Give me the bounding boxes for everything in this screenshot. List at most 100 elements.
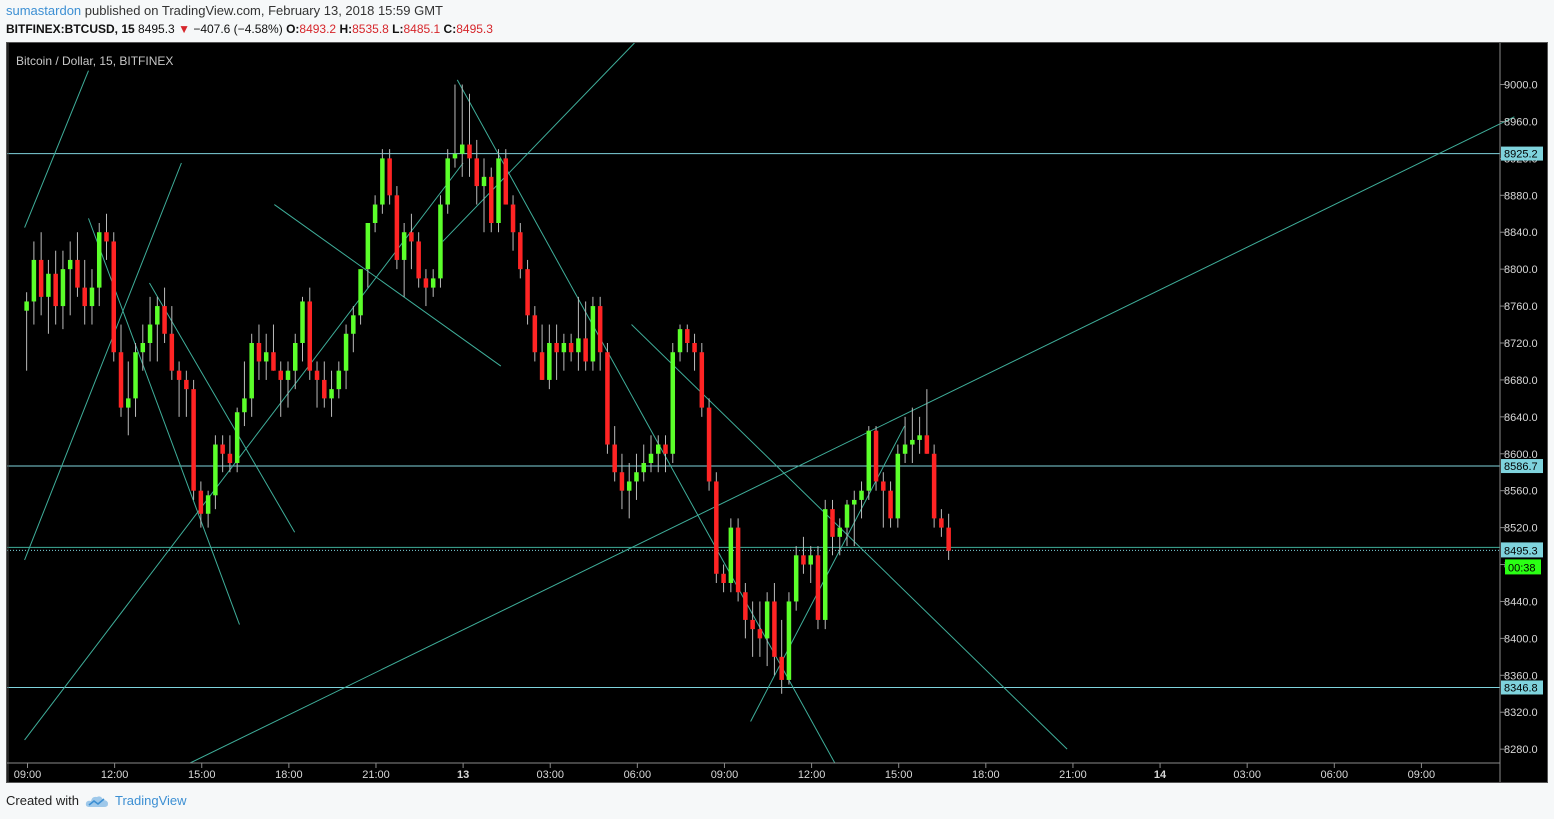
trendline-6[interactable] bbox=[456, 79, 836, 764]
candle[interactable] bbox=[873, 426, 879, 491]
candle[interactable] bbox=[38, 232, 44, 316]
candle[interactable] bbox=[881, 472, 886, 528]
candle[interactable] bbox=[329, 370, 334, 417]
candle[interactable] bbox=[314, 361, 320, 408]
candle[interactable] bbox=[169, 306, 175, 380]
candle[interactable] bbox=[779, 619, 784, 694]
candle[interactable] bbox=[184, 370, 189, 417]
candle[interactable] bbox=[859, 481, 864, 519]
candle[interactable] bbox=[126, 361, 131, 436]
candle[interactable] bbox=[808, 546, 813, 583]
candle[interactable] bbox=[416, 232, 421, 288]
candle[interactable] bbox=[518, 223, 523, 279]
candle[interactable] bbox=[67, 241, 73, 316]
candle[interactable] bbox=[140, 324, 146, 371]
candle[interactable] bbox=[481, 158, 487, 233]
candle[interactable] bbox=[292, 333, 298, 390]
candle[interactable] bbox=[409, 213, 414, 270]
tradingview-link[interactable]: TradingView bbox=[114, 793, 187, 808]
price-chart[interactable]: 9000.08960.08920.08880.08840.08800.08760… bbox=[7, 42, 1547, 782]
candle[interactable] bbox=[735, 518, 741, 602]
candle[interactable] bbox=[910, 407, 915, 463]
candle[interactable] bbox=[227, 435, 233, 473]
candle[interactable] bbox=[343, 324, 349, 390]
candle[interactable] bbox=[372, 195, 378, 233]
candle[interactable] bbox=[263, 333, 269, 380]
candle[interactable] bbox=[510, 195, 516, 251]
candle[interactable] bbox=[380, 149, 385, 214]
trendline-0[interactable] bbox=[24, 70, 89, 228]
trendline-8[interactable] bbox=[631, 324, 1068, 750]
candle[interactable] bbox=[300, 296, 305, 362]
candle[interactable] bbox=[307, 287, 313, 380]
candle[interactable] bbox=[162, 287, 167, 343]
candle[interactable] bbox=[96, 223, 102, 307]
candle[interactable] bbox=[830, 499, 835, 556]
candle[interactable] bbox=[786, 592, 792, 685]
candle[interactable] bbox=[772, 583, 777, 676]
candle[interactable] bbox=[358, 269, 363, 325]
candle[interactable] bbox=[663, 435, 668, 473]
candle[interactable] bbox=[474, 139, 479, 205]
candle[interactable] bbox=[89, 269, 95, 325]
candle[interactable] bbox=[118, 324, 124, 417]
candle[interactable] bbox=[576, 296, 581, 371]
candle[interactable] bbox=[605, 343, 610, 454]
candle[interactable] bbox=[844, 499, 850, 547]
candle[interactable] bbox=[554, 324, 559, 380]
candle[interactable] bbox=[459, 84, 465, 177]
candle[interactable] bbox=[946, 513, 951, 560]
candle[interactable] bbox=[714, 472, 719, 583]
candle[interactable] bbox=[198, 481, 204, 528]
candle[interactable] bbox=[147, 296, 153, 362]
candle[interactable] bbox=[489, 167, 494, 233]
candle[interactable] bbox=[568, 333, 574, 362]
candle[interactable] bbox=[532, 306, 538, 362]
trendline-7[interactable] bbox=[189, 116, 1515, 764]
candle[interactable] bbox=[561, 333, 567, 371]
candle[interactable] bbox=[590, 296, 596, 371]
candle[interactable] bbox=[176, 361, 182, 417]
candle[interactable] bbox=[213, 435, 218, 510]
candle[interactable] bbox=[111, 232, 116, 362]
candle[interactable] bbox=[597, 296, 603, 371]
candle[interactable] bbox=[837, 518, 842, 556]
candle[interactable] bbox=[721, 564, 726, 593]
candle[interactable] bbox=[917, 416, 922, 454]
candle[interactable] bbox=[133, 343, 138, 417]
candle[interactable] bbox=[692, 333, 697, 371]
candle[interactable] bbox=[743, 583, 748, 639]
candle[interactable] bbox=[902, 416, 908, 463]
candle[interactable] bbox=[612, 426, 617, 482]
candle[interactable] bbox=[438, 195, 443, 288]
candle[interactable] bbox=[939, 509, 944, 537]
chart-panel[interactable]: 9000.08960.08920.08880.08840.08800.08760… bbox=[6, 42, 1548, 783]
candle[interactable] bbox=[648, 435, 654, 473]
candle[interactable] bbox=[467, 93, 472, 177]
trendline-3[interactable] bbox=[149, 282, 296, 533]
candle[interactable] bbox=[24, 292, 29, 371]
candle[interactable] bbox=[706, 398, 712, 491]
candle[interactable] bbox=[757, 601, 763, 657]
trendline-1[interactable] bbox=[24, 162, 182, 561]
candle[interactable] bbox=[430, 269, 436, 297]
candle[interactable] bbox=[82, 259, 87, 325]
candle[interactable] bbox=[931, 444, 937, 528]
candle[interactable] bbox=[677, 324, 683, 362]
candle[interactable] bbox=[278, 361, 283, 417]
candle[interactable] bbox=[220, 435, 225, 473]
candle[interactable] bbox=[75, 232, 80, 297]
candle[interactable] bbox=[699, 343, 705, 417]
candle[interactable] bbox=[445, 149, 450, 214]
candle[interactable] bbox=[191, 379, 196, 500]
candle[interactable] bbox=[401, 223, 407, 297]
candle[interactable] bbox=[503, 149, 509, 205]
candle[interactable] bbox=[822, 499, 828, 630]
candle[interactable] bbox=[53, 250, 58, 325]
trendline-9[interactable] bbox=[750, 425, 905, 722]
candle[interactable] bbox=[336, 361, 342, 399]
candle[interactable] bbox=[626, 463, 632, 519]
candle[interactable] bbox=[815, 546, 821, 630]
candle[interactable] bbox=[104, 213, 109, 260]
candle[interactable] bbox=[634, 453, 639, 500]
